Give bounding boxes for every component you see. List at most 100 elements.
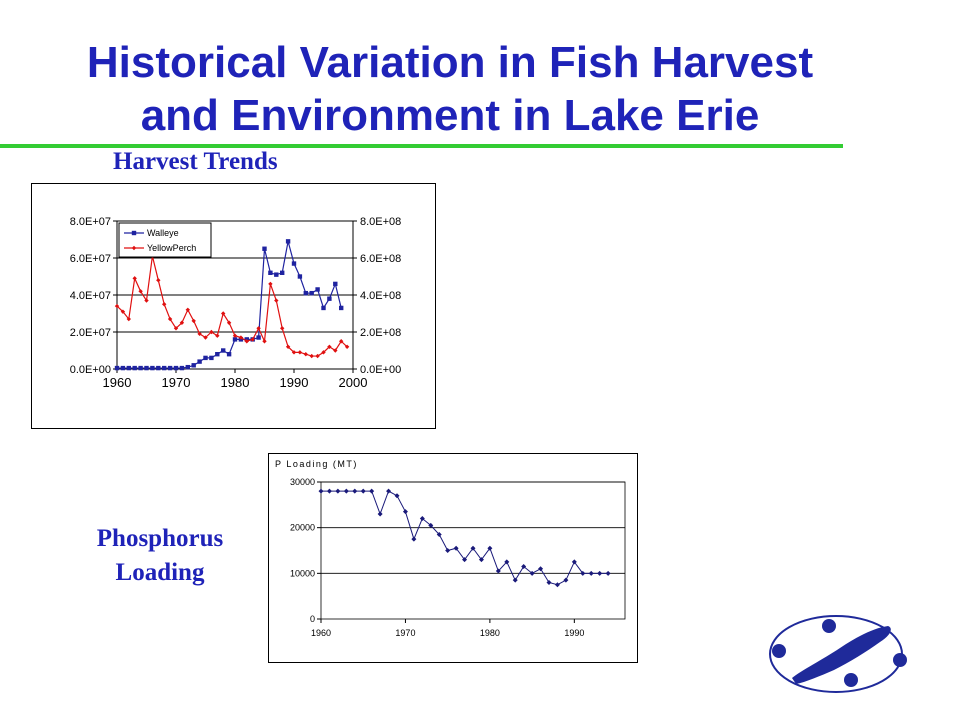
harvest-left-tick-label: 6.0E+07 [70, 253, 111, 265]
phos-data-point [512, 577, 518, 583]
data-point-yellowperch [138, 289, 143, 294]
data-point-yellowperch [203, 335, 208, 340]
lake-erie-logo-icon [769, 615, 907, 693]
harvest-trends-heading: Harvest Trends [113, 148, 278, 175]
phos-data-point [580, 570, 586, 576]
data-point-walleye [291, 261, 297, 266]
phos-y-tick-label: 0 [310, 614, 315, 624]
data-point-walleye [333, 281, 338, 287]
phosphorus-loading-chart: P Loading (MT) 0 10000 20000 30000 1960 1970 19… [268, 453, 638, 663]
phos-data-point [394, 493, 400, 499]
data-point-walleye [297, 274, 303, 279]
data-point-yellowperch [226, 320, 232, 325]
phos-data-point [326, 488, 332, 494]
data-point-walleye [203, 355, 208, 361]
phos-x-tick-label: 1990 [564, 628, 584, 638]
lake-shape [792, 626, 891, 684]
data-point-yellowperch [221, 311, 226, 316]
phos-data-point [554, 582, 560, 588]
logo-fish-badge [822, 619, 836, 633]
data-point-walleye [268, 270, 273, 275]
data-point-yellowperch [315, 353, 320, 359]
phos-series-line [321, 490, 609, 586]
title-divider [0, 144, 843, 148]
phos-data-point [478, 557, 484, 563]
data-point-walleye [209, 355, 214, 361]
data-point-walleye [114, 365, 120, 371]
data-point-walleye [138, 365, 143, 371]
phos-data-point [504, 559, 510, 565]
phos-plot-area [320, 481, 626, 620]
data-point-walleye [339, 305, 344, 311]
phos-data-point [529, 570, 535, 576]
data-point-yellowperch [274, 298, 279, 303]
data-point-walleye [156, 365, 161, 371]
data-point-yellowperch [156, 278, 161, 283]
data-point-walleye [215, 352, 220, 357]
data-point-yellowperch [339, 339, 344, 344]
phos-data-point [470, 545, 476, 551]
phos-data-point [360, 488, 366, 494]
harvest-right-tick-label: 6.0E+08 [360, 253, 401, 265]
phos-data-point [402, 509, 408, 515]
data-point-yellowperch [215, 333, 220, 338]
data-point-walleye [280, 270, 285, 275]
data-point-yellowperch [179, 320, 185, 325]
data-point-walleye [162, 365, 167, 371]
data-point-yellowperch [120, 309, 126, 314]
phos-data-point [571, 559, 577, 565]
data-point-yellowperch [303, 352, 308, 357]
phos-data-point [487, 545, 493, 551]
data-point-yellowperch [173, 326, 179, 331]
series-line-yellowperch [116, 256, 348, 357]
harvest-x-tick-label: 1960 [103, 375, 132, 390]
data-point-walleye [185, 364, 190, 370]
harvest-x-tick-label: 1990 [280, 375, 309, 390]
legend-label-walleye: Walleye [147, 228, 179, 238]
phos-data-point [352, 488, 358, 494]
phos-y-tick-label: 10000 [290, 568, 315, 578]
harvest-left-tick-label: 8.0E+07 [70, 216, 111, 228]
harvest-x-tick-label: 2000 [339, 375, 368, 390]
data-point-yellowperch [250, 337, 255, 342]
phos-data-point [538, 566, 544, 572]
data-point-yellowperch [114, 303, 120, 309]
data-point-yellowperch [126, 316, 131, 322]
data-point-walleye [126, 365, 131, 371]
phos-y-tick-label: 30000 [290, 477, 315, 487]
data-point-walleye [221, 348, 226, 353]
data-point-yellowperch [209, 329, 214, 335]
data-point-walleye [150, 365, 155, 371]
slide-title-line-2: and Environment in Lake Erie [140, 91, 760, 140]
phos-x-tick-label: 1970 [395, 628, 415, 638]
data-point-yellowperch [185, 307, 190, 312]
harvest-plot-area [116, 220, 354, 370]
phos-data-point [521, 563, 527, 569]
data-point-walleye [232, 337, 238, 342]
data-point-yellowperch [321, 350, 326, 355]
data-point-yellowperch [162, 302, 167, 307]
harvest-legend [118, 222, 212, 258]
harvest-left-tick-label: 0.0E+00 [70, 364, 111, 376]
data-point-walleye [327, 296, 332, 301]
data-point-yellowperch [297, 350, 303, 355]
data-point-walleye [197, 359, 202, 364]
data-point-walleye [321, 305, 326, 311]
data-point-yellowperch [285, 344, 291, 349]
data-point-yellowperch [238, 335, 244, 340]
data-point-walleye [309, 290, 314, 296]
data-point-walleye [191, 363, 196, 368]
data-point-yellowperch [197, 331, 202, 337]
phos-data-point [428, 522, 434, 528]
data-point-walleye [167, 365, 173, 371]
harvest-right-tick-label: 2.0E+08 [360, 327, 401, 339]
harvest-left-tick-label: 4.0E+07 [70, 290, 111, 302]
data-point-yellowperch [280, 326, 285, 331]
slide-title: Historical Variation in Fish Harvest and… [0, 36, 900, 142]
phos-data-point [436, 532, 442, 538]
data-point-walleye [256, 335, 261, 340]
series-line-walleye [117, 241, 342, 369]
data-point-walleye [285, 239, 291, 244]
phos-data-point [343, 488, 349, 494]
phos-data-point [377, 511, 383, 517]
